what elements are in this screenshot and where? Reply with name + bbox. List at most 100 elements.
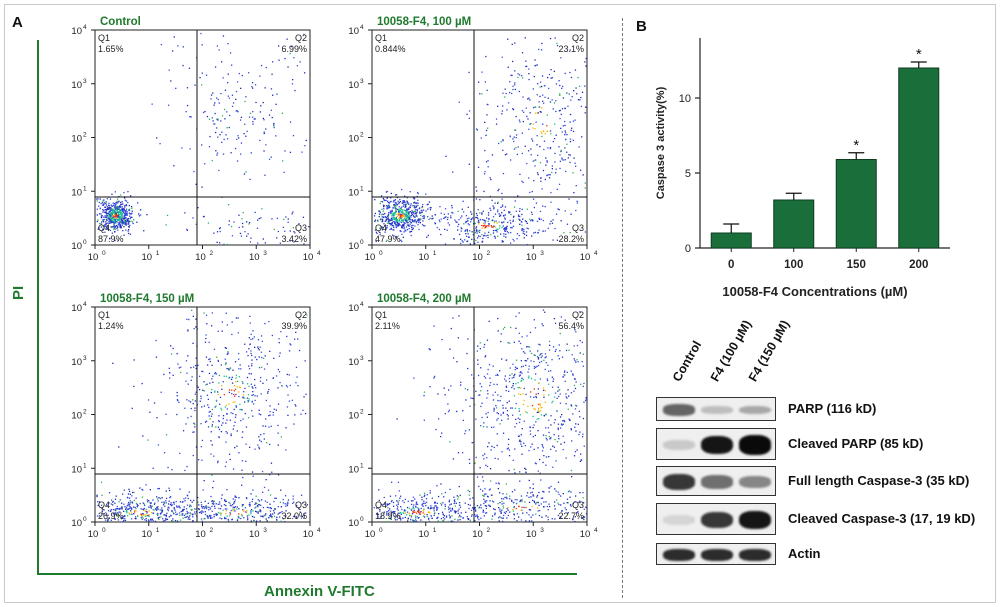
significance-marker: * (916, 46, 922, 63)
quadrant-q3-value: 22.7% (558, 511, 584, 521)
y-tick-exponent: 3 (360, 78, 364, 85)
bar-x-axis-title: 10058-F4 Concentrations (µM) (722, 284, 907, 299)
y-tick-exponent: 0 (83, 516, 87, 523)
quadrant-q2-value: 23.1% (558, 44, 584, 54)
bar-category-label: 200 (909, 259, 928, 271)
y-tick-label: 10 (348, 464, 359, 475)
y-tick-exponent: 1 (83, 462, 87, 469)
blot-band (701, 548, 733, 561)
flow-plot-frame (94, 29, 311, 246)
y-tick-exponent: 3 (360, 355, 364, 362)
y-tick-exponent: 2 (83, 132, 87, 139)
x-tick-exponent: 0 (379, 250, 383, 257)
quadrant-q3-label: Q3 (295, 223, 307, 233)
bar-y-axis-title: Caspase 3 activity(%) (655, 86, 667, 199)
y-tick-exponent: 0 (83, 239, 87, 246)
y-tick-label: 10 (71, 464, 82, 475)
y-axis-line (37, 40, 39, 575)
quadrant-q2-value: 6.99% (281, 44, 307, 54)
flow-plot-title: Control (100, 16, 141, 28)
y-tick-exponent: 0 (360, 239, 364, 246)
x-tick-exponent: 4 (317, 250, 321, 257)
y-tick-label: 10 (71, 80, 82, 91)
blot-row-label: Cleaved Caspase-3 (17, 19 kD) (788, 511, 976, 526)
quadrant-q1-label: Q1 (375, 33, 387, 43)
western-blot: Control F4 (100 µM) F4 (150 µM) PARP (116 k… (640, 300, 995, 600)
y-tick-label: 10 (71, 26, 82, 37)
x-tick-label: 10 (249, 252, 260, 263)
lane-label: F4 (150 µM) (745, 317, 793, 384)
figure-frame (4, 4, 996, 603)
y-tick-exponent: 1 (360, 185, 364, 192)
y-tick-exponent: 4 (360, 301, 364, 308)
x-tick-exponent: 2 (210, 250, 214, 257)
blot-band (663, 440, 695, 450)
y-tick-label: 10 (71, 411, 82, 422)
flow-plot-control: Control Q1 1.65% Q2 6.99% Q3 3.42% Q4 87.9% 10 0 10… (50, 12, 325, 282)
flow-plot-frame (94, 306, 311, 523)
blot-row-label: Actin (788, 546, 821, 561)
blot-row-label: PARP (116 kD) (788, 401, 877, 416)
quadrant-q3-label: Q3 (295, 500, 307, 510)
blot-band (663, 474, 695, 490)
flow-dots (96, 32, 310, 246)
blot-row-0 (656, 397, 776, 421)
blot-band (739, 475, 771, 489)
x-tick-label: 10 (580, 252, 591, 263)
x-tick-exponent: 0 (102, 527, 106, 534)
x-tick-label: 10 (141, 529, 152, 540)
y-tick-label: 10 (348, 357, 359, 368)
quadrant-q4-value: 47.9% (375, 234, 401, 244)
flow-plot-title: 10058-F4, 100 µM (377, 16, 471, 28)
y-tick-label: 10 (348, 518, 359, 529)
x-tick-label: 10 (418, 529, 429, 540)
quadrant-q1-value: 1.65% (98, 44, 124, 54)
quadrant-q2-label: Q2 (295, 33, 307, 43)
quadrant-q3-label: Q3 (572, 223, 584, 233)
x-tick-exponent: 2 (487, 250, 491, 257)
x-tick-label: 10 (88, 252, 99, 263)
blot-row-4 (656, 543, 776, 565)
x-tick-label: 10 (526, 529, 537, 540)
flow-plot-title: 10058-F4, 150 µM (100, 293, 194, 305)
quadrant-q4-label: Q4 (375, 500, 387, 510)
y-tick-exponent: 1 (83, 185, 87, 192)
quadrant-q1-label: Q1 (98, 310, 110, 320)
quadrant-q3-value: 3.42% (281, 234, 307, 244)
flow-plot-title: 10058-F4, 200 µM (377, 293, 471, 305)
y-tick-exponent: 3 (83, 78, 87, 85)
x-tick-exponent: 2 (487, 527, 491, 534)
y-tick-label: 10 (348, 80, 359, 91)
x-tick-label: 10 (365, 529, 376, 540)
blot-band (739, 435, 771, 455)
x-tick-label: 10 (526, 252, 537, 263)
y-axis-label: PI (10, 285, 27, 300)
blot-band (663, 515, 695, 525)
x-tick-label: 10 (472, 252, 483, 263)
y-tick-label: 10 (348, 303, 359, 314)
quadrant-q3-value: 32.0% (281, 511, 307, 521)
y-tick-exponent: 0 (360, 516, 364, 523)
blot-band (701, 435, 733, 455)
x-tick-label: 10 (365, 252, 376, 263)
y-tick-exponent: 3 (83, 355, 87, 362)
x-axis-line (37, 573, 577, 575)
blot-row-1 (656, 428, 776, 460)
bar-category-label: 0 (728, 259, 734, 271)
blot-band (663, 404, 695, 416)
bar-category-label: 150 (847, 259, 866, 271)
panel-a-letter: A (12, 14, 23, 31)
x-tick-label: 10 (580, 529, 591, 540)
bar (710, 232, 752, 249)
bar (898, 67, 940, 249)
y-tick-label: 10 (348, 26, 359, 37)
y-tick-label: 10 (71, 357, 82, 368)
quadrant-q2-value: 56.4% (558, 321, 584, 331)
flow-plot-frame (371, 306, 588, 523)
x-tick-exponent: 0 (379, 527, 383, 534)
x-tick-exponent: 1 (156, 250, 160, 257)
x-tick-exponent: 3 (263, 250, 267, 257)
quadrant-q4-label: Q4 (375, 223, 387, 233)
flow-plot-200um: 10058-F4, 200 µM Q1 2.11% Q2 56.4% Q3 22.7% Q4 1… (327, 289, 602, 559)
panel-divider (622, 18, 623, 598)
